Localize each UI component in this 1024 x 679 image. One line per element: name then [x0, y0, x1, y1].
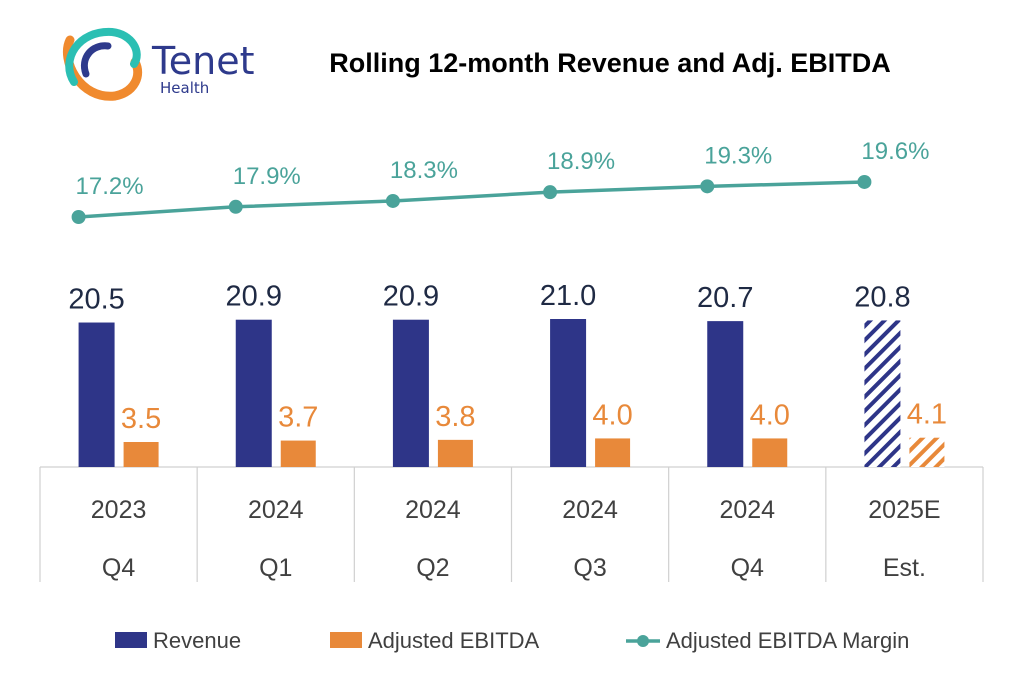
ebitda-bar: [123, 442, 159, 467]
brand-name: Tenet: [151, 39, 255, 83]
ebitda-value-label: 3.7: [278, 402, 318, 434]
axis-period-label: Q2: [416, 554, 449, 582]
ebitda-value-label: 4.0: [592, 399, 632, 431]
legend-revenue-label: Revenue: [153, 628, 241, 653]
ebitda-value-label: 3.8: [435, 401, 475, 433]
axis-year-label: 2024: [562, 496, 618, 524]
axis-year-label: 2023: [91, 496, 147, 524]
axis-period-label: Q4: [731, 554, 764, 582]
revenue-bar: [864, 320, 901, 467]
revenue-value-label: 20.9: [383, 281, 439, 313]
axis-year-label: 2024: [719, 496, 775, 524]
legend-margin-label: Adjusted EBITDA Margin: [666, 628, 909, 653]
revenue-bar: [707, 321, 744, 467]
axis-period-label: Q3: [573, 554, 606, 582]
margin-value-label: 19.6%: [861, 138, 929, 165]
legend-ebitda-label: Adjusted EBITDA: [368, 628, 540, 653]
category-axis-table: 2023 Q4 2024 Q1 2024 Q2 2024 Q3 2024 Q4 2025E Est.: [39, 466, 984, 582]
logo-swirl-icon: [62, 27, 143, 101]
axis-year-label: 2025E: [868, 496, 940, 524]
legend: Revenue Adjusted EBITDA Adjusted EBITDA Ma…: [115, 628, 909, 653]
revenue-bar: [78, 322, 115, 467]
margin-value-label: 17.2%: [76, 173, 144, 200]
legend-margin-marker: [637, 635, 649, 647]
margin-point: [700, 179, 715, 194]
margin-point: [385, 193, 400, 208]
ebitda-bar: [437, 439, 473, 467]
axis-period-label: Est.: [883, 554, 926, 582]
revenue-bar: [550, 319, 587, 467]
margin-value-label: 18.3%: [390, 157, 458, 184]
margin-value-label: 19.3%: [704, 142, 772, 169]
margin-value-label: 17.9%: [233, 163, 301, 190]
margin-point: [228, 199, 243, 214]
ebitda-value-label: 3.5: [121, 403, 161, 435]
revenue-value-label: 20.9: [226, 281, 282, 313]
bar-series: 20.5 3.5 20.9 3.7 20.9 3.8 21.0 4.0 20.7 4.0 20.8 4…: [68, 280, 947, 467]
revenue-bar: [235, 319, 272, 467]
ebitda-bar: [280, 440, 316, 467]
tenet-health-logo: Tenet Health: [62, 27, 255, 101]
margin-line: [78, 180, 865, 219]
revenue-bar: [392, 319, 429, 467]
axis-year-label: 2024: [405, 496, 461, 524]
margin-point: [857, 174, 872, 189]
legend-ebitda-swatch: [330, 632, 362, 648]
revenue-value-label: 20.5: [68, 284, 124, 316]
revenue-value-label: 21.0: [540, 280, 596, 312]
margin-value-label: 18.9%: [547, 148, 615, 175]
axis-period-label: Q1: [259, 554, 292, 582]
ebitda-bar: [752, 438, 788, 467]
revenue-value-label: 20.8: [854, 281, 910, 313]
margin-point: [543, 185, 558, 200]
brand-sub: Health: [160, 79, 209, 97]
margin-point: [71, 210, 86, 224]
revenue-value-label: 20.7: [697, 282, 753, 314]
ebitda-bar: [595, 438, 631, 467]
ebitda-value-label: 4.1: [907, 399, 947, 431]
axis-period-label: Q4: [102, 554, 135, 582]
legend-revenue-swatch: [115, 632, 147, 648]
ebitda-bar: [909, 437, 945, 467]
axis-year-label: 2024: [248, 496, 304, 524]
ebitda-value-label: 4.0: [750, 399, 790, 431]
margin-line-series: 17.2% 17.9% 18.3% 18.9% 19.3% 19.6%: [71, 138, 929, 224]
chart-title: Rolling 12-month Revenue and Adj. EBITDA: [329, 48, 891, 78]
